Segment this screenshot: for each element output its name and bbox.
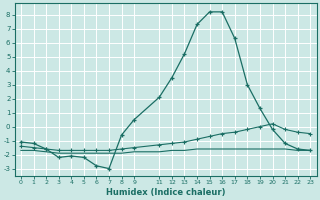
X-axis label: Humidex (Indice chaleur): Humidex (Indice chaleur): [106, 188, 225, 197]
